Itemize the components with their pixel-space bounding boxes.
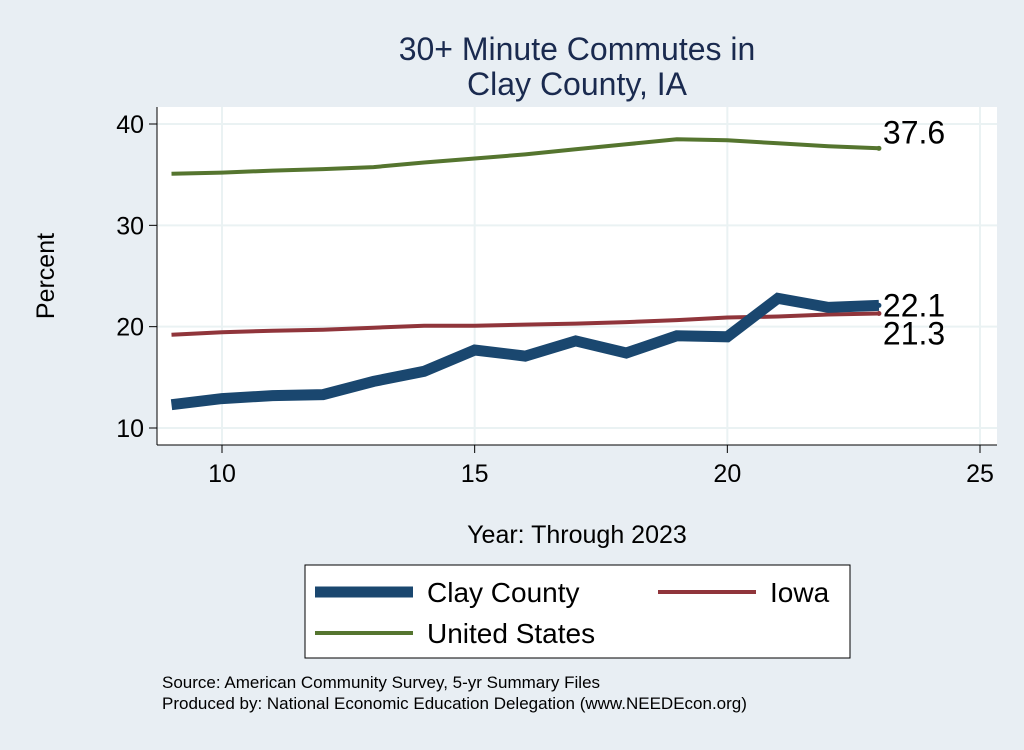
producer-note: Produced by: National Economic Education… — [162, 694, 747, 713]
x-tick-label: 10 — [208, 460, 236, 488]
source-note: Source: American Community Survey, 5-yr … — [162, 673, 600, 692]
chart-title-line-1: 30+ Minute Commutes in — [399, 31, 756, 67]
legend-box — [304, 564, 851, 659]
grid-lines — [157, 107, 997, 445]
axes — [156, 107, 997, 446]
y-axis-title: Percent — [32, 233, 60, 319]
series-line-united-states — [171, 137, 879, 176]
end-value-label: 37.6 — [883, 114, 945, 150]
legend-label: Iowa — [770, 577, 830, 608]
end-labels: 37.6 21.322.1 — [876, 114, 945, 351]
end-value-label: 21.3 — [883, 315, 945, 351]
y-tick-label: 20 — [116, 314, 144, 342]
y-tick-label: 30 — [116, 212, 144, 240]
x-tick-label: 15 — [461, 460, 489, 488]
y-tick-label: 40 — [116, 111, 144, 139]
plot-area — [157, 107, 997, 445]
x-tick-label: 20 — [713, 460, 741, 488]
series-line-clay-county — [170, 292, 880, 411]
series-end-point — [876, 310, 882, 316]
series-lines — [170, 137, 880, 411]
end-value-label: 22.1 — [883, 287, 945, 323]
chart-title-line-2: Clay County, IA — [467, 66, 688, 102]
x-axis-title: Year: Through 2023 — [467, 521, 687, 549]
legend: Clay County Iowa United States — [304, 564, 851, 659]
tick-labels: 10 20 30 40 10 15 20 25 — [116, 111, 994, 488]
series-end-point — [876, 145, 882, 151]
x-tick-label: 25 — [966, 460, 994, 488]
legend-label: United States — [427, 618, 595, 649]
series-end-point — [876, 302, 882, 308]
y-tick-label: 10 — [116, 415, 144, 443]
legend-label: Clay County — [427, 577, 580, 608]
